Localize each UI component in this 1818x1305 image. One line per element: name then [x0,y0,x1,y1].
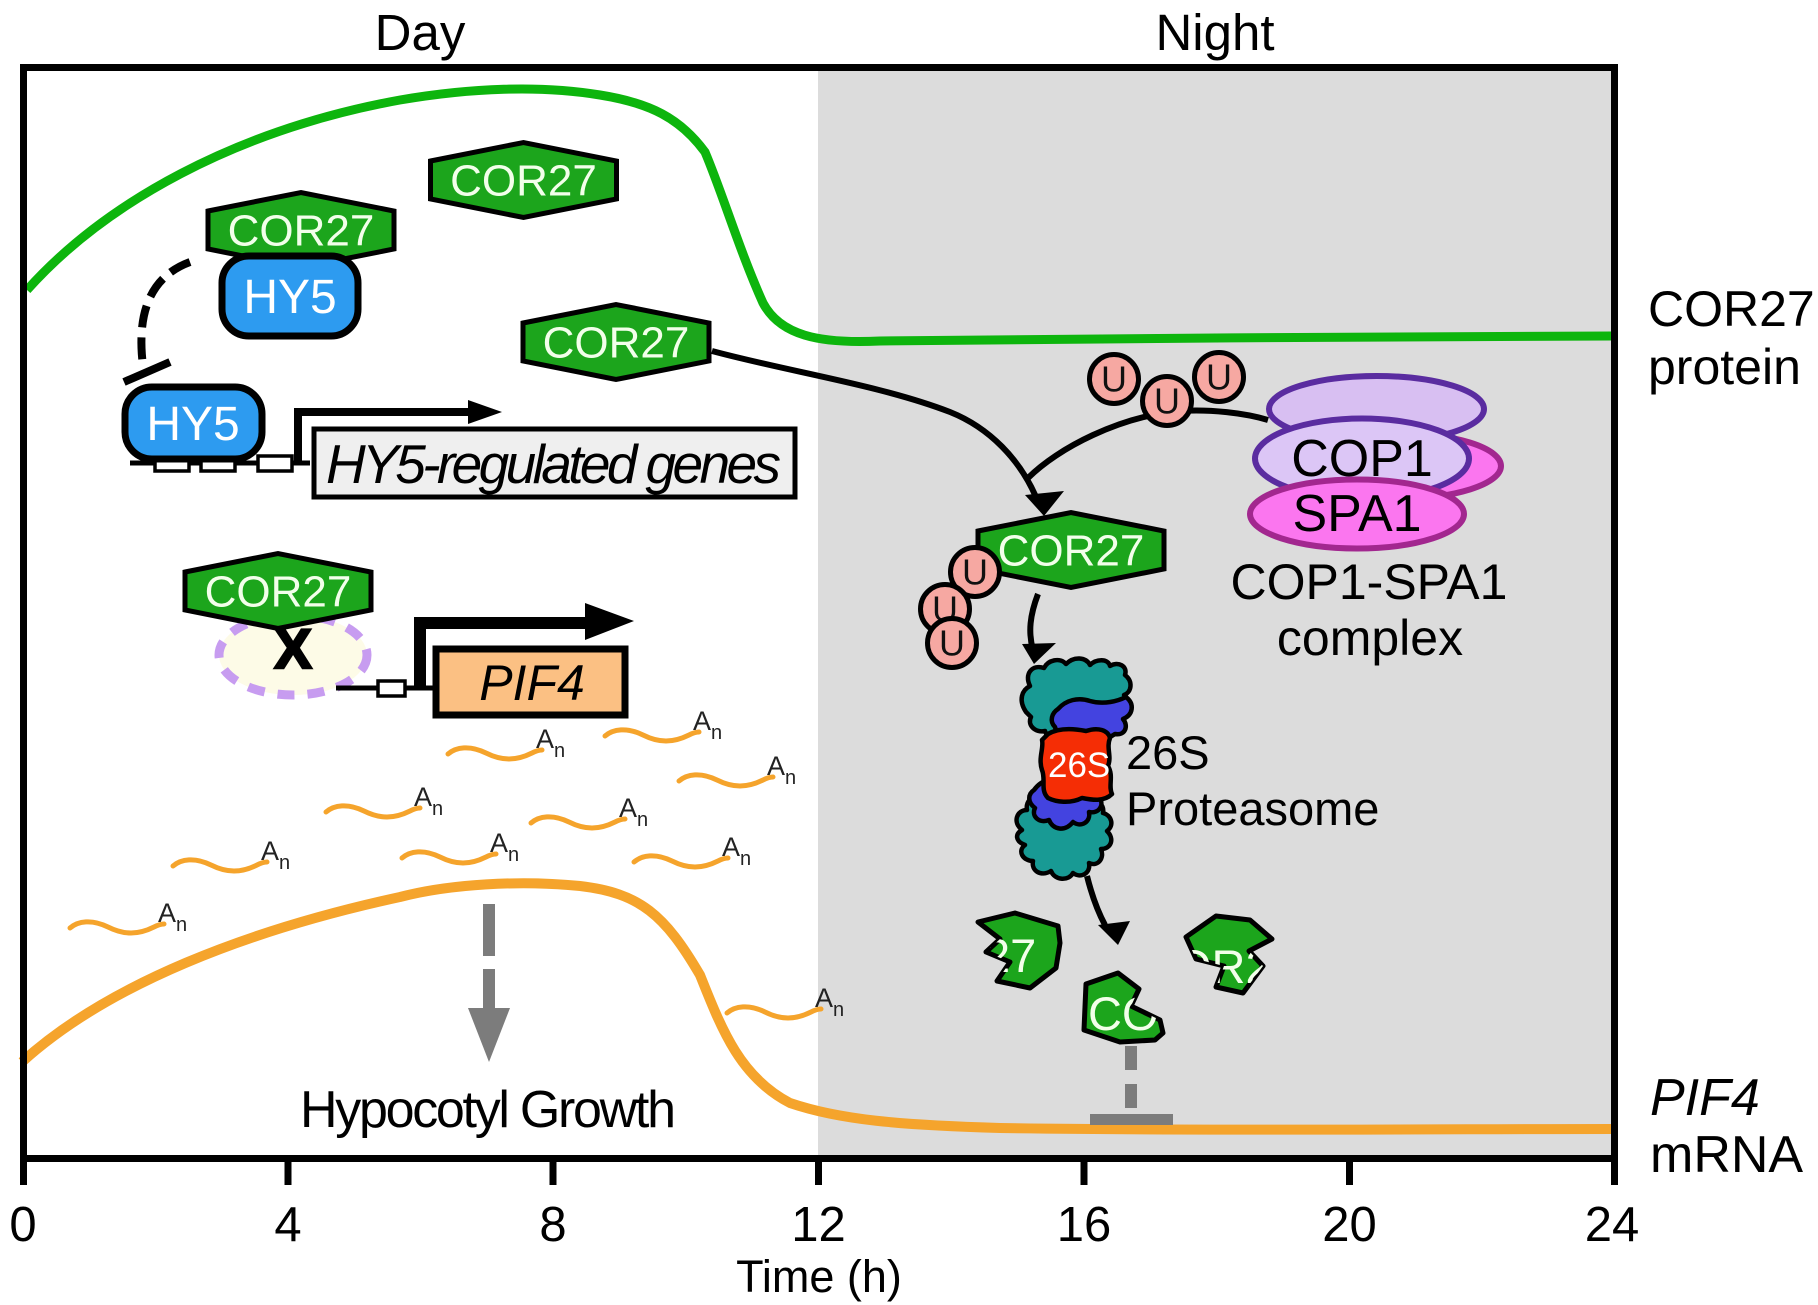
svg-text:16: 16 [1057,1198,1112,1252]
svg-text:COP1: COP1 [1291,430,1433,488]
svg-text:SPA1: SPA1 [1292,485,1421,543]
svg-text:HY5-regulated genes: HY5-regulated genes [326,433,781,495]
svg-text:COR27: COR27 [1648,281,1815,337]
svg-text:Proteasome: Proteasome [1126,782,1379,835]
svg-text:HY5: HY5 [146,398,239,451]
svg-text:Time (h): Time (h) [736,1251,902,1302]
svg-text:12: 12 [791,1198,846,1252]
svg-text:26S: 26S [1048,746,1110,785]
svg-text:8: 8 [539,1198,566,1252]
svg-text:Day: Day [375,4,466,61]
svg-text:20: 20 [1322,1198,1377,1252]
svg-text:complex: complex [1277,610,1463,666]
svg-text:4: 4 [274,1198,301,1252]
svg-text:protein: protein [1648,339,1801,395]
svg-text:24: 24 [1585,1198,1640,1252]
svg-text:0: 0 [9,1198,36,1252]
svg-text:mRNA: mRNA [1650,1126,1803,1184]
svg-text:PIF4: PIF4 [479,655,585,711]
svg-text:COP1-SPA1: COP1-SPA1 [1231,554,1508,610]
svg-text:26S: 26S [1126,726,1210,779]
svg-text:PIF4: PIF4 [1650,1069,1760,1127]
svg-text:HY5: HY5 [243,271,336,324]
svg-text:Hypocotyl Growth: Hypocotyl Growth [300,1081,676,1139]
svg-text:Night: Night [1155,4,1274,61]
